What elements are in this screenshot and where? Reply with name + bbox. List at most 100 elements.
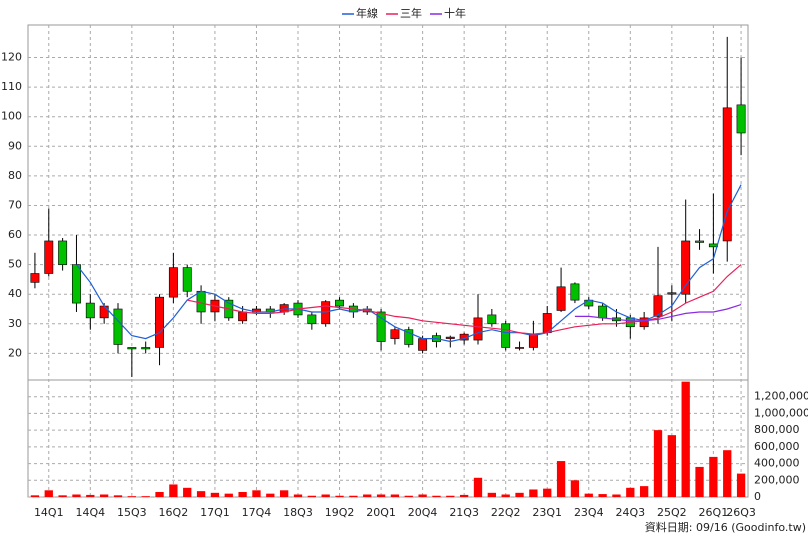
candle-body [681, 240, 691, 295]
volume-bar [293, 494, 303, 497]
candle-body [639, 317, 649, 328]
candle-body [404, 329, 414, 345]
y-tick-label: 80 [8, 169, 22, 182]
x-tick-label: 16Q2 [159, 506, 189, 519]
x-tick-label: 20Q4 [408, 506, 438, 519]
x-tick-label: 26Q3 [726, 506, 756, 519]
volume-bar [196, 491, 206, 497]
x-tick-label: 23Q1 [532, 506, 562, 519]
volume-bar [681, 381, 690, 497]
volume-bar [390, 494, 400, 497]
y-tick-label: 70 [8, 198, 22, 211]
volume-bar [349, 495, 358, 497]
volume-bar [280, 490, 289, 497]
x-tick-label: 20Q1 [366, 506, 396, 519]
volume-bar [418, 494, 427, 497]
legend-label: 三年 [400, 6, 422, 20]
candle-body [238, 311, 248, 322]
volume-bar [127, 496, 136, 497]
volume-bar [100, 494, 109, 497]
y-tick-label: 50 [8, 258, 22, 271]
candle-body [182, 267, 192, 292]
candle-body [598, 305, 608, 319]
y2-tick-label: 400,000 [754, 457, 800, 470]
x-tick-label: 15Q3 [117, 506, 147, 519]
y-tick-label: 110 [1, 80, 22, 93]
x-tick-label: 14Q1 [34, 506, 64, 519]
volume-bar [210, 492, 220, 497]
volume-bar [612, 494, 621, 497]
y-tick-label: 20 [8, 346, 22, 359]
candle-body [376, 311, 386, 342]
candle-body [501, 323, 511, 348]
candle-body [72, 264, 81, 304]
volume-bar [266, 493, 275, 497]
volume-bar [44, 490, 53, 497]
x-tick-label: 19Q2 [325, 506, 355, 519]
volume-bar [584, 493, 593, 497]
volume-bar [432, 495, 441, 497]
x-tick-label: 23Q4 [574, 506, 604, 519]
candle-body [307, 314, 317, 325]
y2-tick-label: 1,200,000 [754, 390, 808, 403]
volume-bar [460, 494, 469, 497]
candle-body [321, 301, 331, 325]
y-tick-label: 90 [8, 139, 22, 152]
volume-bar [473, 477, 483, 497]
volume-bar [376, 494, 386, 497]
y-tick-label: 30 [8, 317, 22, 330]
volume-bar [695, 466, 704, 497]
volume-bar [363, 494, 372, 497]
volume-bar [529, 489, 538, 497]
candle-body [155, 296, 164, 348]
x-tick-label: 14Q4 [75, 506, 105, 519]
plot-frame [27, 24, 749, 498]
volume-bar [141, 496, 150, 497]
candle-body [168, 267, 178, 298]
candle-body [335, 299, 344, 307]
volume-bar [113, 495, 123, 497]
volume-bar [736, 473, 746, 497]
candle-body [418, 338, 428, 351]
candle-body [127, 347, 137, 350]
volume-bar [169, 484, 178, 497]
volume-bar [543, 488, 552, 497]
candle-body [722, 107, 732, 242]
volume-bar [626, 487, 635, 497]
candle-body [695, 240, 704, 243]
candle-body [556, 286, 566, 311]
candle-body [445, 336, 455, 339]
x-tick-label: 17Q4 [242, 506, 272, 519]
candle-body [487, 314, 497, 325]
candle-body [113, 308, 123, 345]
candle-body [30, 273, 40, 283]
candle-body [570, 283, 580, 301]
x-tick-label: 18Q3 [283, 506, 313, 519]
volume-bar [404, 495, 413, 497]
y-tick-label: 60 [8, 228, 22, 241]
volume-bar [598, 494, 607, 497]
volume-bar [487, 492, 496, 497]
x-tick-label: 22Q2 [491, 506, 521, 519]
y2-tick-label: 0 [754, 490, 761, 503]
volume-bar [155, 491, 164, 497]
ma-line [574, 304, 742, 322]
source-note: 資料日期: 09/16 (Goodinfo.tw) [645, 520, 806, 534]
volume-bar [653, 430, 663, 497]
candle-body [708, 243, 718, 248]
volume-bar [30, 495, 40, 497]
volume-bar [556, 461, 566, 497]
volume-bar [321, 494, 330, 497]
candle-body [85, 302, 95, 319]
y2-tick-label: 200,000 [754, 473, 800, 486]
candle-body [44, 240, 54, 274]
volume-bar [723, 450, 732, 497]
candle-body [736, 104, 746, 134]
volume-bar [238, 491, 247, 497]
volume-bar [570, 480, 580, 497]
volume-bar [640, 486, 649, 497]
volume-bar [224, 493, 233, 497]
candle-body [653, 295, 663, 317]
volume-bar [252, 490, 261, 497]
